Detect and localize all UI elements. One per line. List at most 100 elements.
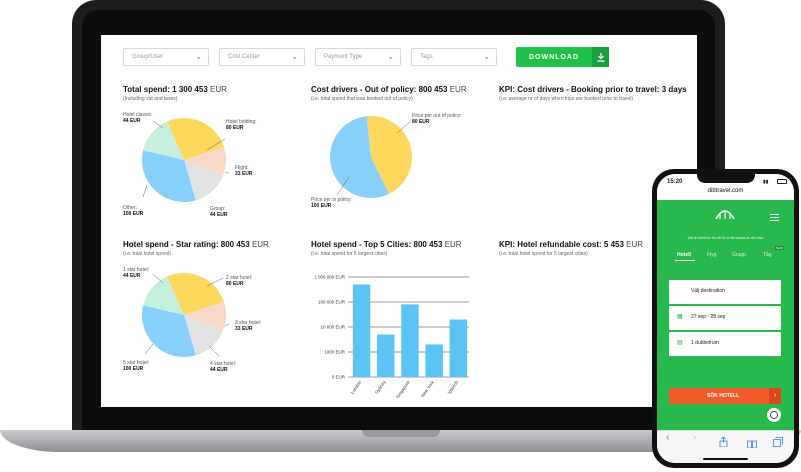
home-indicator xyxy=(703,458,748,460)
back-icon[interactable]: ‹ xyxy=(666,432,670,443)
total-spend-label-hotel-classic: Hotel classic: 44 EUR xyxy=(123,112,153,124)
y-tick-label: 1 000 000 EUR xyxy=(314,275,346,280)
hotel-star-slice-1-star-hotel xyxy=(143,276,184,315)
menu-icon[interactable] xyxy=(770,208,779,221)
dates-value: 27 sep - 28 sep xyxy=(691,314,726,320)
total-spend-slice-hotel-classic xyxy=(143,121,184,160)
phone-screen: 15:20 ▮▮ dibtravel.com dib Allt du behöv… xyxy=(657,174,794,463)
destination-placeholder: Välj destination xyxy=(691,288,725,294)
y-tick-label: 10 000 EUR xyxy=(320,325,345,330)
cost-drivers-slice-price-per-out-of-policy xyxy=(366,116,412,194)
total-spend-subtitle: (Including vat and taxes) xyxy=(123,96,178,102)
y-tick-label: 100 000 EUR xyxy=(318,300,346,305)
bar-sydney xyxy=(377,334,395,377)
chevron-down-icon: ⌄ xyxy=(387,52,394,61)
total-spend-slice-hotel-bidding xyxy=(166,118,224,160)
hotel-star-label-2: 2 star hotel: 80 EUR xyxy=(226,275,253,287)
total-spend-slice-flight xyxy=(184,146,226,176)
laptop-base xyxy=(0,430,801,452)
kpi-refund-title: KPI: Hotel refundable cost: 5 453 EUR xyxy=(499,240,644,249)
hotel-star-label-5: 5 star hotel: 100 EUR xyxy=(123,360,150,372)
tags-filter[interactable]: Tags ⌄ xyxy=(411,48,497,66)
total-spend-pie xyxy=(142,118,229,202)
download-icon xyxy=(592,47,609,67)
bar-singapore xyxy=(401,304,419,377)
bed-icon: ▤ xyxy=(677,340,683,346)
rooms-field[interactable]: ▤ 1 dubbelrum xyxy=(669,332,781,356)
kpi-booking-subtitle: (i.e. average nr of days when trips are … xyxy=(499,96,633,102)
cost-center-filter[interactable]: Cost Center ⌄ xyxy=(219,48,305,66)
top-cities-title: Hotel spend - Top 5 Cities: 800 453 EUR xyxy=(311,240,462,249)
hotel-star-title: Hotel spend - Star rating: 800 453 EUR xyxy=(123,240,269,249)
url-bar[interactable]: dibtravel.com xyxy=(707,188,744,194)
cost-center-filter-placeholder: Cost Center xyxy=(228,54,261,60)
chevron-down-icon: ⌄ xyxy=(195,52,202,61)
payment-type-filter-placeholder: Payment Type xyxy=(324,54,363,60)
battery-icon xyxy=(777,179,787,184)
kpi-refund-subtitle: (i.e. total hotel spend for 5 largest ci… xyxy=(499,251,588,257)
payment-type-filter[interactable]: Payment Type ⌄ xyxy=(315,48,401,66)
chevron-down-icon: ⌄ xyxy=(291,52,298,61)
forward-icon[interactable]: › xyxy=(693,432,697,443)
signal-icon: ▮▮ xyxy=(763,179,769,185)
x-tick-label: Sydney xyxy=(374,379,387,395)
dashboard-screen: Group/User ⌄ Cost Center ⌄ Payment Type … xyxy=(101,35,697,407)
x-tick-label: London xyxy=(350,379,363,395)
destination-field[interactable]: Välj destination xyxy=(669,280,781,304)
bar-new-york xyxy=(425,344,443,377)
hotel-star-slice-5-star-hotel xyxy=(142,305,196,357)
tabs-icon[interactable] xyxy=(773,434,783,452)
group-user-filter[interactable]: Group/User ⌄ xyxy=(123,48,209,66)
total-spend-label-flight: Flight: 33 EUR xyxy=(235,165,253,177)
app-tagline: Allt du behöver för att få ut det mesta … xyxy=(687,236,764,240)
bar-ipswich xyxy=(449,319,468,377)
hotel-star-slice-3-star-hotel xyxy=(184,301,226,331)
bar-london xyxy=(352,284,371,377)
total-spend-label-other: Other: 100 EUR xyxy=(123,205,144,217)
group-user-filter-placeholder: Group/User xyxy=(132,54,164,60)
hotel-star-slice-4-star-hotel xyxy=(184,315,224,356)
hotel-star-subtitle: (i.e. total hotel spend) xyxy=(123,251,172,257)
x-tick-label: Singapore xyxy=(395,379,411,399)
phone-notch xyxy=(697,174,755,183)
rooms-value: 1 dubbelrum xyxy=(691,340,719,346)
hotel-star-label-3: 3 star hotel: 33 EUR xyxy=(235,320,262,332)
y-tick-label: 0 EUR xyxy=(332,375,346,380)
hotel-star-label-4: 4 star hotel: 44 EUR xyxy=(210,361,237,373)
chevron-right-icon: › xyxy=(769,388,781,404)
chat-icon[interactable] xyxy=(767,408,781,422)
total-spend-slice-group xyxy=(184,160,224,201)
search-hotel-button[interactable]: SÖK HOTELL › xyxy=(669,388,781,404)
hotel-star-slice-2-star-hotel xyxy=(166,273,224,315)
laptop-notch xyxy=(362,430,440,437)
tab-hotell[interactable]: Hotell xyxy=(677,252,691,258)
share-icon[interactable] xyxy=(719,434,728,452)
tab-grupp[interactable]: Grupp xyxy=(732,252,746,258)
hotel-star-label-1: 1 star hotel: 44 EUR xyxy=(123,267,150,279)
kpi-booking-title: KPI: Cost drivers - Booking prior to tra… xyxy=(499,85,687,94)
search-hotel-label: SÖK HOTELL xyxy=(707,393,740,399)
cost-drivers-subtitle: (i.e. total spend that was booked out of… xyxy=(311,96,413,102)
x-tick-label: Ipswich xyxy=(446,379,459,395)
dates-field[interactable]: ▦ 27 sep - 28 sep xyxy=(669,306,781,330)
cost-drivers-slice-price-per-in-policy xyxy=(329,116,389,198)
calendar-icon: ▦ xyxy=(677,314,683,320)
tab-tag[interactable]: Tåg xyxy=(763,252,772,258)
tab-flyg[interactable]: Flyg xyxy=(707,252,717,258)
tags-filter-placeholder: Tags xyxy=(420,54,433,60)
total-spend-title: Total spend: 1 300 453 EUR xyxy=(123,85,227,94)
hotel-star-pie xyxy=(142,273,229,357)
browser-toolbar xyxy=(657,430,794,463)
x-tick-label: New York xyxy=(420,379,435,398)
y-tick-label: 1000 EUR xyxy=(324,350,346,355)
status-time: 15:20 xyxy=(667,179,683,185)
new-badge: NEW xyxy=(775,246,784,250)
cost-drivers-pie xyxy=(329,116,412,198)
cost-drivers-label-out: Price per out of policy: 80 EUR xyxy=(412,113,462,125)
bookmarks-icon[interactable] xyxy=(747,435,757,453)
download-button[interactable]: DOWNLOAD xyxy=(516,47,609,67)
total-spend-label-hotel-bidding: Hotel bidding: 80 EUR xyxy=(226,119,257,131)
tab-active-indicator xyxy=(675,260,695,261)
total-spend-slice-other xyxy=(142,150,196,202)
top-cities-bar-chart: 0 EUR 1000 EUR 10 000 EUR 100 000 EUR 1 000 … xyxy=(314,275,469,399)
